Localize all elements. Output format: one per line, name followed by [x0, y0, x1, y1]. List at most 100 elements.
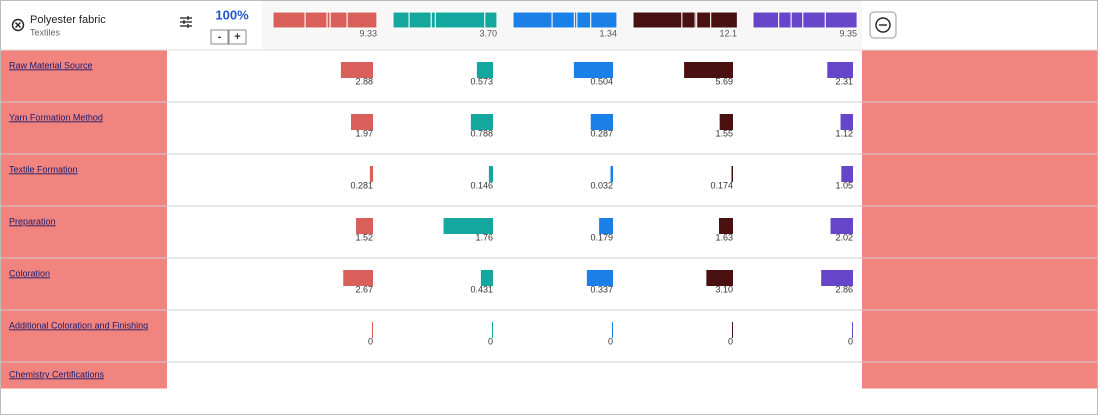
impact-value: 0.788 [470, 128, 493, 138]
impact-bar [821, 270, 853, 286]
total-segment [576, 11, 592, 29]
impact-bar [343, 270, 373, 286]
impact-bar [369, 166, 373, 182]
impact-bar [852, 322, 853, 338]
zoom-plus[interactable]: + [234, 31, 240, 43]
impact-bar [443, 218, 493, 234]
impact-value: 0.281 [350, 180, 373, 190]
total-segment [824, 11, 858, 29]
row-detail-cell [862, 50, 1097, 103]
total-segment [551, 11, 575, 29]
impact-value: 0 [848, 336, 853, 346]
product-subtitle: Textiles [30, 27, 61, 37]
zoom-level: 100% [215, 7, 249, 22]
impact-value: 0 [368, 336, 373, 346]
settings-icon[interactable] [180, 16, 192, 28]
impact-bar [492, 322, 493, 338]
impact-value: 2.02 [835, 232, 853, 242]
total-segment [304, 11, 328, 29]
impact-bar [476, 62, 493, 78]
impact-bar [840, 114, 853, 130]
row-detail-cell [862, 310, 1097, 363]
total-segment [346, 11, 378, 29]
row-label[interactable]: Yarn Formation Method [9, 112, 103, 122]
impact-bar [599, 218, 613, 234]
row-label[interactable]: Coloration [9, 268, 50, 278]
row-label[interactable]: Raw Material Source [9, 60, 93, 70]
total-value: 12.1 [719, 28, 737, 38]
row-label-cell [1, 258, 167, 311]
row-label-cell [1, 310, 167, 363]
total-segment [484, 11, 498, 29]
total-segment [590, 11, 618, 29]
impact-bar [356, 218, 373, 234]
impact-value: 0.287 [590, 128, 613, 138]
total-segment [512, 11, 553, 29]
row-label-cell [1, 362, 167, 389]
impact-bar [719, 114, 733, 130]
impact-bar [827, 62, 853, 78]
total-value: 3.70 [479, 28, 497, 38]
total-segment [408, 11, 432, 29]
row-label[interactable]: Chemistry Certifications [9, 369, 105, 379]
impact-value: 0.174 [710, 180, 733, 190]
impact-value: 1.12 [835, 128, 853, 138]
impact-value: 2.67 [355, 284, 373, 294]
impact-value: 2.88 [355, 76, 373, 86]
total-segment [434, 11, 486, 29]
total-segment [710, 11, 738, 29]
total-segment [392, 11, 410, 29]
impact-value: 5.69 [715, 76, 733, 86]
impact-value: 3.10 [715, 284, 733, 294]
row-label[interactable]: Textile Formation [9, 164, 78, 174]
close-icon-x [15, 22, 21, 28]
close-icon[interactable] [11, 18, 25, 32]
impact-bar [590, 114, 613, 130]
row-label-cell [1, 102, 167, 155]
impact-value: 0.179 [590, 232, 613, 242]
impact-value: 0 [488, 336, 493, 346]
total-segment [696, 11, 712, 29]
impact-value: 0.146 [470, 180, 493, 190]
total-segment [329, 11, 348, 29]
impact-bar [340, 62, 373, 78]
impact-bar [470, 114, 493, 130]
impact-bar [830, 218, 853, 234]
impact-value: 0.431 [470, 284, 493, 294]
impact-value: 0 [728, 336, 733, 346]
remove-icon [875, 17, 891, 33]
impact-bar [684, 62, 733, 78]
total-value: 9.35 [839, 28, 857, 38]
impact-bar [480, 270, 493, 286]
row-detail-cell [862, 362, 1097, 389]
total-segment [681, 11, 696, 29]
zoom-minus-button[interactable] [210, 29, 229, 45]
impact-value: 1.55 [715, 128, 733, 138]
row-detail-cell [862, 102, 1097, 155]
zoom-plus-button[interactable] [228, 29, 247, 45]
impact-value: 1.63 [715, 232, 733, 242]
total-value: 9.33 [359, 28, 377, 38]
row-detail-cell [862, 258, 1097, 311]
row-label[interactable]: Preparation [9, 216, 56, 226]
impact-bar [841, 166, 853, 182]
impact-value: 1.52 [355, 232, 373, 242]
impact-value: 0.573 [470, 76, 493, 86]
row-label-cell [1, 206, 167, 259]
row-detail-cell [862, 154, 1097, 207]
impact-bar [732, 322, 733, 338]
impact-value: 0 [608, 336, 613, 346]
impact-bar [731, 166, 733, 182]
impact-bar [718, 218, 733, 234]
impact-value: 2.31 [835, 76, 853, 86]
row-label-cell [1, 50, 167, 103]
total-segment [272, 11, 306, 29]
impact-bar [372, 322, 373, 338]
row-label[interactable]: Additional Coloration and Finishing [9, 320, 148, 330]
total-value: 1.34 [599, 28, 617, 38]
zoom-minus[interactable]: - [218, 31, 222, 43]
total-segment [430, 11, 436, 29]
impact-bar [573, 62, 613, 78]
row-label-cell [1, 154, 167, 207]
